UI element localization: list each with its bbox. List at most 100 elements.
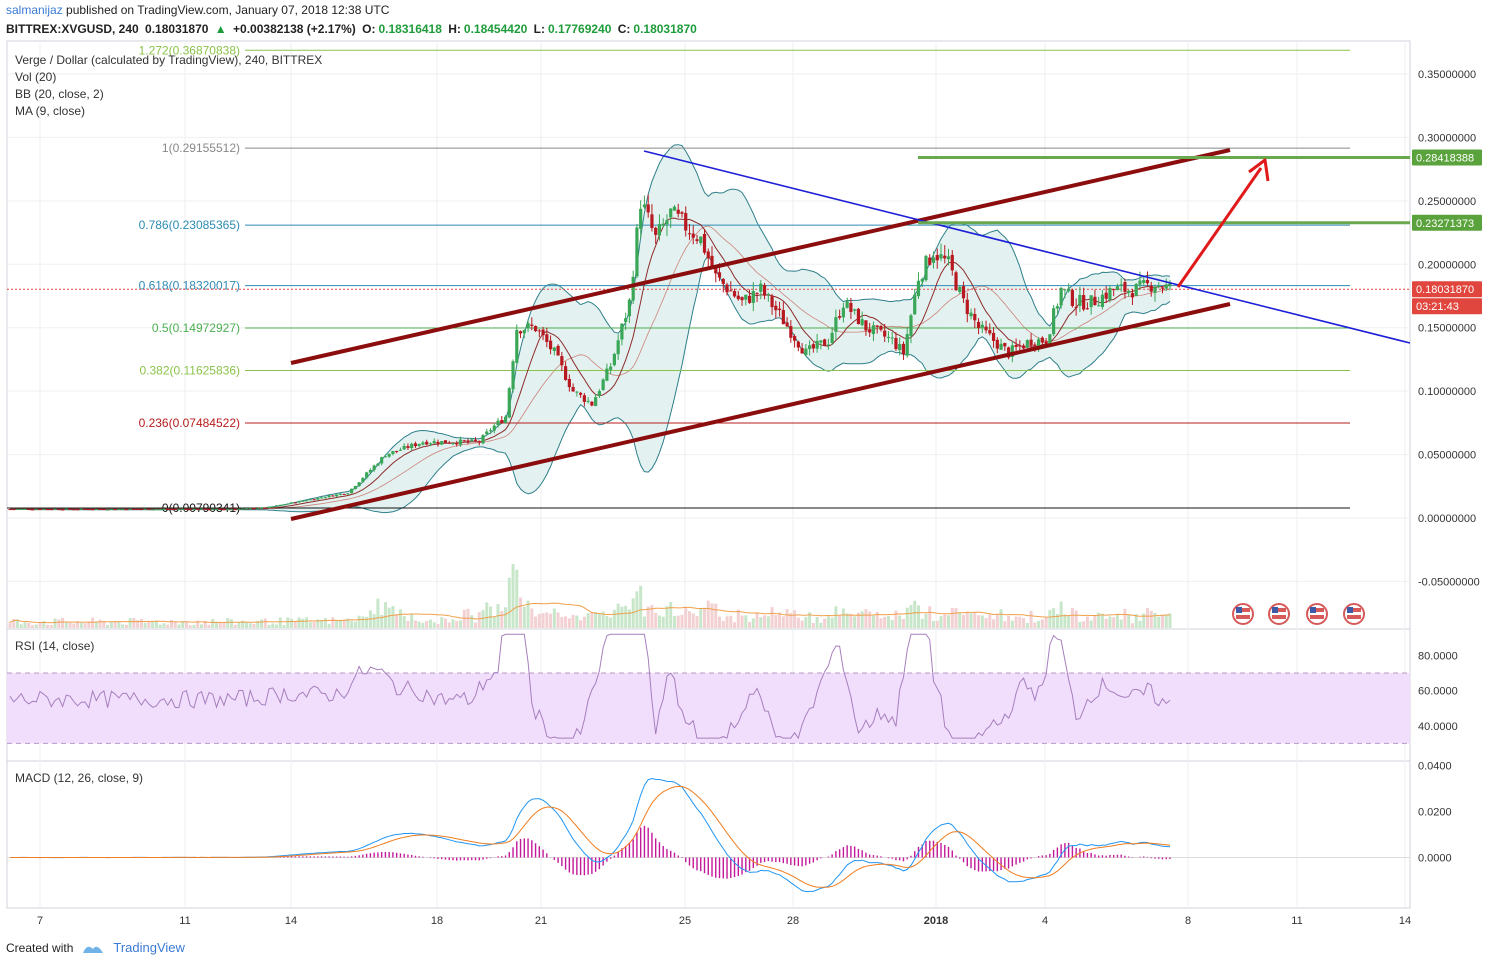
candle-body	[211, 508, 215, 510]
candle-body	[1134, 283, 1138, 296]
candle-body	[335, 494, 339, 497]
candle-body	[1119, 284, 1123, 286]
price-tick-label: 0.00000000	[1418, 513, 1476, 525]
author-link[interactable]: salmanijaz	[6, 3, 63, 17]
volume-bar	[567, 618, 571, 628]
volume-bar	[793, 610, 797, 628]
candle-body	[350, 488, 354, 494]
volume-bar	[838, 615, 842, 628]
candle-body	[616, 340, 620, 355]
volume-bar	[1003, 621, 1007, 628]
candle-body	[507, 388, 511, 418]
candle-body	[278, 504, 282, 506]
event-flags[interactable]	[1232, 603, 1365, 625]
candle-body	[132, 508, 136, 510]
volume-bar	[530, 608, 534, 628]
candle-body	[218, 508, 222, 510]
signal-line	[10, 785, 1171, 888]
candle-body	[323, 497, 327, 499]
volume-bar	[380, 615, 384, 628]
volume-bar	[440, 617, 444, 628]
price-tick-label: 0.15000000	[1418, 323, 1476, 335]
volume-bar	[999, 609, 1003, 628]
candle-body	[1006, 347, 1011, 358]
time-tick-label: 14	[285, 915, 297, 927]
candle-body	[736, 295, 740, 300]
volume-ma-line	[9, 602, 1171, 624]
candle-body	[1033, 344, 1037, 347]
candle-body	[856, 308, 861, 325]
candle-body	[282, 504, 286, 506]
candle-body	[725, 284, 729, 293]
candle-body	[515, 329, 519, 363]
time-tick-label: 4	[1042, 915, 1048, 927]
tradingview-link[interactable]: TradingView	[113, 940, 185, 955]
volume-bar	[669, 601, 673, 628]
volume-bar	[627, 609, 631, 628]
bb-legend[interactable]: BB (20, close, 2)	[15, 87, 104, 101]
candle-body	[567, 378, 571, 388]
candle-body	[192, 508, 196, 510]
candle-body	[518, 331, 523, 334]
candle-body	[102, 509, 106, 511]
volume-bar	[582, 616, 586, 628]
volume-bar	[571, 614, 575, 628]
candle-body	[522, 329, 526, 334]
candle-body	[75, 509, 80, 511]
volume-bar	[977, 615, 981, 628]
volume-bar	[395, 614, 399, 628]
candle-body	[331, 495, 335, 497]
volume-bar	[811, 623, 815, 628]
volume-bar	[425, 620, 429, 628]
candle-body	[188, 509, 192, 511]
volume-bar	[507, 577, 511, 628]
volume-legend[interactable]: Vol (20)	[15, 70, 56, 84]
volume-bar	[290, 618, 294, 628]
volume-bar	[819, 622, 823, 628]
volume-bar	[534, 616, 538, 628]
volume-bar	[117, 621, 121, 628]
volume-bar	[42, 621, 46, 628]
candle-body	[969, 312, 973, 317]
candle-body	[627, 299, 632, 317]
ma-legend[interactable]: MA (9, close)	[15, 104, 85, 118]
volume-bar	[278, 617, 282, 628]
volume-bar	[1063, 614, 1067, 628]
candle-body	[1108, 288, 1112, 300]
candle-body	[109, 508, 113, 510]
fib-level-label: 1(0.29155512)	[162, 141, 240, 155]
volume-bar	[106, 624, 110, 628]
candle-body	[1104, 292, 1108, 299]
macd-legend[interactable]: MACD (12, 26, close, 9)	[15, 771, 143, 785]
volume-bar	[710, 603, 714, 628]
volume-bar	[139, 618, 143, 628]
candle-body	[676, 209, 680, 214]
macd-pane[interactable]	[6, 760, 1411, 909]
volume-bar	[132, 618, 136, 628]
volume-bar	[650, 605, 654, 628]
candle-body	[312, 499, 316, 501]
volume-bar	[237, 621, 241, 628]
volume-bar	[916, 605, 920, 628]
volume-bar	[98, 619, 102, 628]
volume-bar	[808, 612, 812, 628]
volume-bar	[725, 616, 729, 628]
volume-bar	[560, 616, 564, 628]
drawings[interactable]	[290, 148, 1411, 521]
published-text: published on TradingView.com, January 07…	[66, 3, 390, 17]
volume-bar	[372, 614, 376, 628]
volume-bar	[417, 621, 421, 628]
event-flag-stripe	[1236, 608, 1250, 612]
candle-body	[154, 509, 159, 511]
volume-bar	[481, 610, 485, 628]
volume-bar	[177, 624, 181, 628]
candle-body	[169, 509, 174, 511]
volume-bar	[549, 613, 553, 628]
volume-bar	[751, 618, 755, 628]
volume-bar	[312, 622, 316, 628]
volume-bar	[631, 598, 635, 628]
rsi-legend[interactable]: RSI (14, close)	[15, 639, 94, 653]
candle-body	[781, 310, 785, 325]
time-tick-label: 8	[1185, 915, 1191, 927]
